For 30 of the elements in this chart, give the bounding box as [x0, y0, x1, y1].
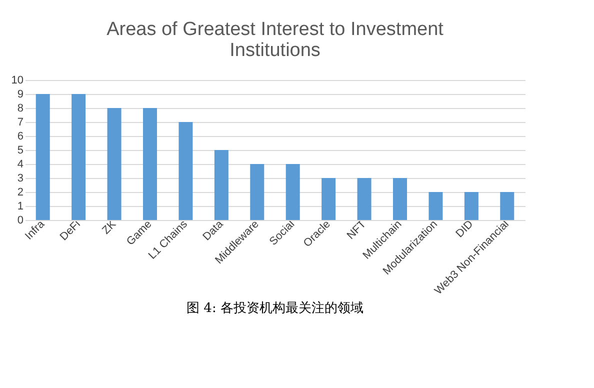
bar	[500, 192, 514, 220]
y-tick-label: 8	[17, 102, 24, 114]
bar	[357, 178, 372, 220]
y-tick-label: 0	[17, 214, 24, 226]
chart-title: Areas of Greatest Interest to Investment Institutions	[106, 19, 444, 61]
bar	[250, 164, 264, 220]
bar	[107, 108, 122, 220]
y-tick-label: 10	[11, 74, 24, 86]
x-tick-label: NFT	[344, 218, 369, 242]
bar	[322, 178, 336, 220]
y-tick-label: 6	[17, 130, 24, 142]
y-tick-label: 4	[17, 158, 24, 170]
bar	[214, 150, 228, 220]
bar	[143, 108, 157, 220]
bar	[286, 164, 300, 220]
bar	[428, 192, 443, 220]
y-tick-label: 2	[17, 186, 24, 198]
y-tick-label: 7	[17, 116, 24, 128]
bar	[36, 94, 50, 220]
y-tick-label: 9	[17, 88, 24, 100]
x-tick-label: ZK	[100, 218, 119, 237]
x-tick-label: Infra	[23, 218, 48, 242]
bar	[464, 192, 478, 220]
bar	[178, 122, 193, 220]
bar	[72, 94, 86, 220]
bar	[393, 178, 407, 220]
caption: 图 4: 各投资机构最关注的领域	[186, 301, 364, 316]
y-tick-label: 5	[17, 144, 24, 156]
y-tick-label: 3	[17, 172, 24, 184]
y-tick-label: 1	[17, 200, 24, 212]
